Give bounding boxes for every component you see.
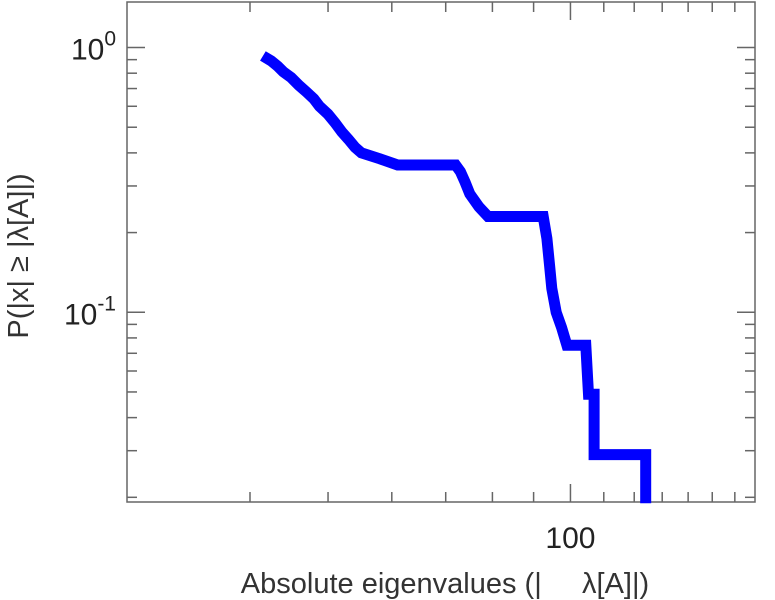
y-tick-label: 10-1 [64,292,116,331]
y-axis-title: P(|x| ≥ |λ[A]|) [3,173,35,338]
series-layer [260,51,652,504]
x-axis-title: Absolute eigenvalues (| λ[A]|) [241,568,649,600]
ccdf-series-line [260,51,652,504]
x-tick-labels: 100 [545,522,595,555]
x-tick-label: 100 [545,522,595,555]
plot-frame [126,1,756,503]
axis-ticks [127,2,755,502]
y-tick-label: 100 [71,28,116,67]
y-tick-labels: 100 10-1 [64,28,116,332]
